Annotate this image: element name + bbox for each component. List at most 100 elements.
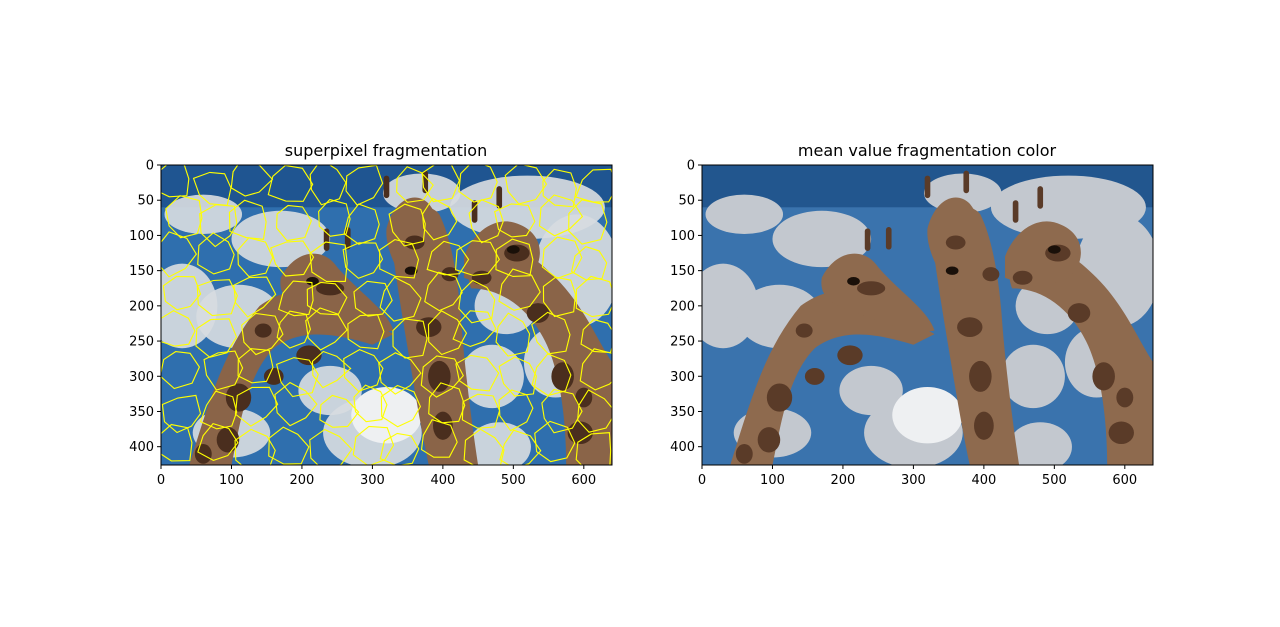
bright-cloud-shape — [892, 386, 963, 444]
giraffe-spot — [225, 383, 252, 412]
giraffe-head-right — [464, 221, 540, 285]
giraffe-spot — [1092, 362, 1115, 391]
x-tick-label: 500 — [1042, 473, 1067, 488]
giraffe-spot — [194, 444, 212, 464]
giraffe-spot — [216, 427, 240, 453]
giraffe-head-right — [1005, 221, 1081, 285]
giraffe-spot — [837, 345, 863, 366]
y-tick-label: 150 — [129, 264, 154, 279]
cloud-shape — [231, 210, 331, 268]
superpixel-boundary — [388, 203, 426, 247]
giraffe-eye — [507, 245, 520, 254]
y-tick-label: 200 — [670, 299, 695, 314]
superpixel-boundary — [379, 276, 422, 322]
superpixel-boundary — [347, 313, 385, 350]
superpixel-boundary — [452, 310, 497, 348]
superpixel-boundary — [311, 350, 352, 389]
y-tick-label: 350 — [670, 405, 695, 420]
superpixel-boundary — [228, 199, 267, 240]
y-tick-label: 300 — [129, 370, 154, 385]
superpixel-boundary — [234, 428, 276, 465]
y-tick-label: 400 — [129, 440, 154, 455]
superpixel-boundary — [161, 394, 202, 434]
x-tick-label: 400 — [430, 473, 455, 488]
superpixel-boundary — [531, 311, 571, 355]
giraffe-spot — [526, 303, 550, 323]
giraffe-spot — [404, 235, 425, 250]
superpixel-boundary — [353, 384, 388, 423]
superpixel-boundary — [392, 318, 428, 359]
superpixel-boundary — [203, 350, 244, 391]
superpixel-boundary — [454, 240, 500, 276]
superpixel-boundary — [161, 351, 201, 390]
y-tick-label: 50 — [678, 194, 695, 209]
giraffe-spot — [567, 421, 593, 445]
superpixel-boundary — [458, 165, 498, 203]
superpixel-boundary — [495, 312, 531, 357]
giraffe-spot — [296, 345, 322, 366]
superpixel-boundary — [498, 268, 541, 311]
superpixel-boundary — [199, 390, 238, 430]
superpixel-boundary — [319, 394, 360, 428]
superpixel-boundary — [498, 356, 537, 397]
ossicone — [471, 200, 478, 223]
y-tick-label: 250 — [670, 335, 695, 350]
ossicone — [864, 228, 871, 251]
superpixel-boundary — [343, 203, 380, 245]
giraffe-spot — [1012, 270, 1033, 285]
left-axes-ticks: 0 100 200 300 400 500 600 0 50 100 150 200 250 300 350… — [129, 159, 596, 489]
cloud-shape — [839, 365, 903, 416]
x-tick-label: 600 — [1112, 473, 1137, 488]
giraffe-eye — [1048, 245, 1061, 254]
superpixel-boundary — [275, 204, 312, 242]
superpixel-boundary — [270, 240, 315, 277]
superpixel-boundary — [237, 237, 274, 278]
superpixel-boundary — [267, 165, 314, 202]
superpixel-boundary — [197, 232, 235, 275]
left-image — [161, 165, 612, 465]
right-axes-frame — [701, 164, 1154, 466]
superpixel-boundary — [463, 428, 505, 465]
superpixel-boundary — [422, 197, 458, 241]
superpixel-boundary — [579, 348, 612, 391]
superpixel-boundary — [495, 238, 534, 278]
y-tick-label: 0 — [146, 159, 154, 174]
right-image-scene — [702, 165, 1153, 465]
superpixel-boundary — [396, 166, 434, 203]
giraffe-neck — [468, 242, 612, 465]
left-axes-frame — [160, 164, 613, 466]
superpixel-boundary — [542, 276, 577, 318]
superpixel-boundary — [305, 307, 348, 351]
giraffe-spot — [982, 267, 1000, 282]
y-tick-label: 0 — [687, 159, 695, 174]
superpixel-boundaries — [161, 165, 612, 465]
x-tick-label: 500 — [501, 473, 526, 488]
right-image — [702, 165, 1153, 465]
right-panel-mean-color: mean value fragmentation color 0 100 200 30… — [670, 141, 1154, 488]
giraffe-eye — [306, 277, 319, 286]
giraffe-spot — [945, 235, 966, 250]
superpixel-boundary — [199, 204, 238, 248]
superpixel-boundary — [195, 318, 238, 358]
superpixel-boundary — [426, 240, 470, 276]
cloud-shape — [298, 365, 362, 416]
superpixel-boundary — [420, 355, 464, 398]
ossicone — [1012, 200, 1019, 223]
x-tick-label: 600 — [571, 473, 596, 488]
superpixel-boundary — [427, 310, 468, 356]
superpixel-boundary — [424, 271, 463, 312]
superpixel-boundary — [379, 432, 420, 465]
superpixel-boundary — [309, 428, 353, 465]
superpixel-boundary — [318, 198, 351, 237]
x-tick-label: 300 — [360, 473, 385, 488]
cloud-shape — [772, 210, 872, 268]
superpixel-boundary — [197, 422, 239, 462]
cloud-shape — [1001, 344, 1065, 409]
superpixel-boundary — [461, 393, 501, 429]
superpixel-boundary — [234, 386, 279, 427]
superpixel-boundary — [233, 276, 277, 318]
x-tick-label: 0 — [698, 473, 706, 488]
y-tick-label: 350 — [129, 405, 154, 420]
